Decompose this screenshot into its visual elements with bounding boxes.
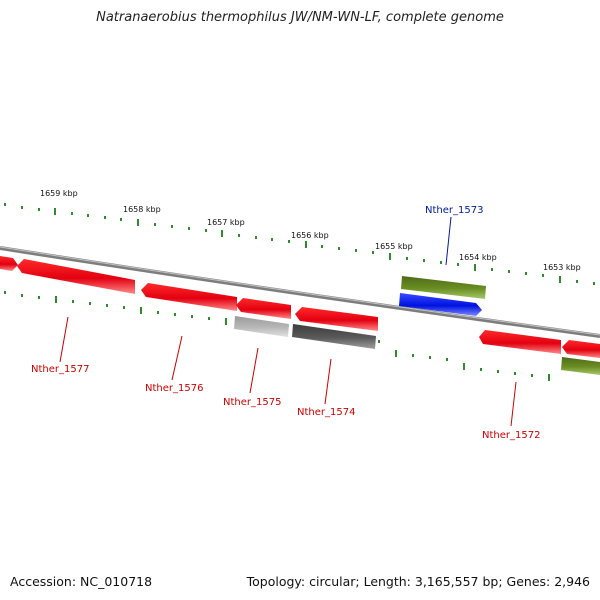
- genome-backbone-highlight: [0, 246, 600, 336]
- gene-label-nther-1576[interactable]: Nther_1576: [145, 383, 203, 394]
- gene-bar-olive-upper[interactable]: [401, 276, 486, 299]
- gene-bar-left-edge[interactable]: [0, 256, 18, 271]
- genome-backbone: [0, 246, 600, 338]
- gene-bar-nther-1575-pseudo[interactable]: [234, 316, 289, 337]
- tick-label-1655: 1655 kbp: [375, 242, 413, 251]
- gene-bar-right-edge[interactable]: [562, 340, 600, 358]
- tick-label-1658: 1658 kbp: [123, 205, 161, 214]
- gene-bar-nther-1574[interactable]: [295, 307, 378, 331]
- tick-label-1654: 1654 kbp: [459, 253, 497, 262]
- gene-bar-nther-1574-pseudo[interactable]: [292, 324, 376, 349]
- tick-labels: 1659 kbp 1658 kbp 1657 kbp 1656 kbp 1655…: [40, 189, 581, 272]
- tick-label-1656: 1656 kbp: [291, 231, 329, 240]
- tick-label-1657: 1657 kbp: [207, 218, 245, 227]
- gene-bar-olive-lower[interactable]: [561, 357, 600, 375]
- gene-features: [0, 256, 600, 375]
- gene-label-nther-1573[interactable]: Nther_1573: [425, 205, 483, 216]
- genome-summary-text: Topology: circular; Length: 3,165,557 bp…: [246, 574, 590, 589]
- tick-label-1653: 1653 kbp: [543, 263, 581, 272]
- gene-label-nther-1572[interactable]: Nther_1572: [482, 430, 540, 441]
- gene-label-nther-1575[interactable]: Nther_1575: [223, 397, 281, 408]
- gene-bar-nther-1573[interactable]: [399, 293, 482, 316]
- gene-label-nther-1574[interactable]: Nther_1574: [297, 407, 355, 418]
- upper-tick-track: [4, 203, 595, 285]
- gene-bar-nther-1577[interactable]: [17, 259, 135, 294]
- gene-label-nther-1577[interactable]: Nther_1577: [31, 364, 89, 375]
- accession-text: Accession: NC_010718: [10, 574, 153, 589]
- gene-labels: Nther_1577 Nther_1576 Nther_1575 Nther_1…: [31, 205, 540, 441]
- gene-bar-nther-1575[interactable]: [236, 298, 291, 319]
- gene-bar-nther-1572[interactable]: [479, 330, 561, 354]
- tick-label-1659: 1659 kbp: [40, 189, 78, 198]
- map-title: Natranaerobius thermophilus JW/NM-WN-LF,…: [96, 10, 504, 25]
- label-leaders: [59, 216, 517, 427]
- gene-bar-nther-1576[interactable]: [141, 283, 237, 311]
